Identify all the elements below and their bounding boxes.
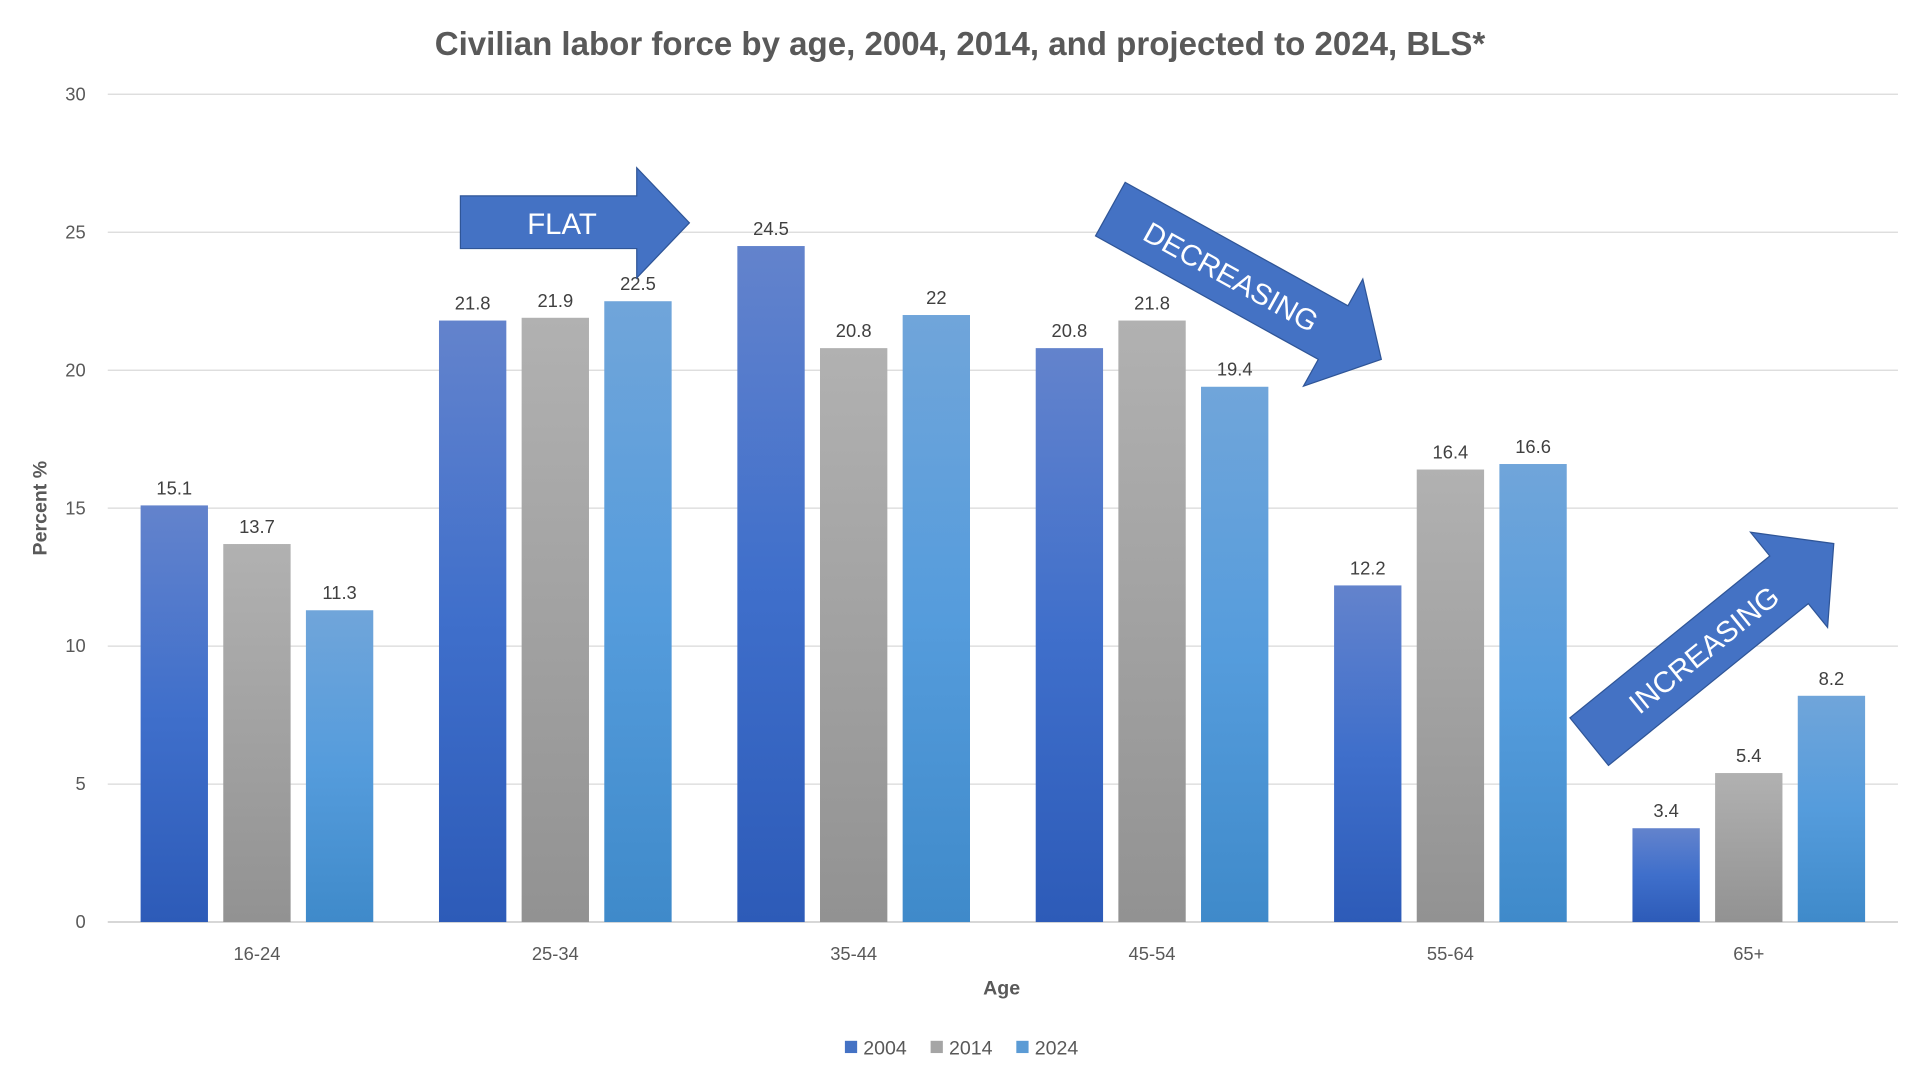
bar-2024-45-54	[1201, 386, 1269, 923]
bar-2014-25-34	[521, 317, 589, 923]
annotation-flat-arrow: FLAT	[459, 166, 691, 280]
bar-2024-65+	[1797, 695, 1866, 923]
data-label: 5.4	[1736, 745, 1762, 766]
y-tick-label: 0	[75, 911, 85, 932]
bars	[140, 246, 1866, 923]
y-tick-label: 20	[65, 359, 85, 380]
data-label: 19.4	[1217, 359, 1253, 380]
bar-2014-65+	[1715, 773, 1783, 923]
data-label: 21.8	[1134, 293, 1170, 314]
bar-2004-25-34	[438, 320, 507, 923]
data-label: 12.2	[1350, 557, 1386, 578]
annotation-flat-text: FLAT	[527, 208, 597, 241]
data-label: 8.2	[1819, 668, 1845, 689]
x-axis-label: Age	[983, 977, 1020, 999]
gridlines	[107, 93, 1898, 923]
annotation-increasing-text: INCREASING	[1623, 580, 1786, 721]
y-tick-label: 25	[65, 221, 85, 242]
y-axis-label: Percent %	[30, 461, 52, 556]
legend-swatch-2004	[844, 1040, 858, 1054]
data-label: 20.8	[1052, 320, 1088, 341]
bar-2024-25-34	[604, 301, 672, 923]
bar-2014-55-64	[1416, 469, 1485, 923]
bar-2004-65+	[1632, 828, 1700, 923]
chart-title: Civilian labor force by age, 2004, 2014,…	[435, 26, 1486, 63]
legend-swatch-2014	[930, 1040, 943, 1054]
legend-swatch-2024	[1016, 1040, 1029, 1054]
x-tick-label: 16-24	[233, 943, 280, 964]
bar-2014-16-24	[223, 544, 291, 923]
x-tick-label: 35-44	[830, 943, 877, 964]
y-axis-ticks: 0 5 10 15 20 25 30	[65, 83, 85, 932]
data-label: 20.8	[836, 320, 872, 341]
data-label: 24.5	[753, 218, 789, 239]
x-tick-label: 25-34	[532, 943, 579, 964]
x-tick-label: 55-64	[1427, 943, 1474, 964]
x-axis-ticks: 16-24 25-34 35-44 45-54 55-64 65+	[233, 943, 1764, 964]
bar-2024-35-44	[902, 315, 970, 923]
bar-2004-55-64	[1334, 585, 1402, 923]
data-label: 13.7	[239, 516, 275, 537]
data-label: 15.1	[156, 477, 192, 498]
bar-2024-16-24	[305, 610, 374, 923]
y-tick-label: 5	[75, 773, 85, 794]
legend-label-2004: 2004	[863, 1037, 907, 1059]
legend: 2004 2014 2024	[844, 1037, 1079, 1059]
data-labels: 15.1 13.7 11.3 21.8 21.9 22.5 24.5 20.8 22 20.8 21…	[156, 218, 1844, 821]
legend-label-2014: 2014	[949, 1037, 993, 1059]
x-tick-label: 65+	[1733, 943, 1764, 964]
data-label: 11.3	[322, 582, 356, 603]
bar-2004-35-44	[737, 246, 805, 923]
data-label: 21.8	[455, 293, 491, 314]
data-label: 3.4	[1653, 800, 1679, 821]
x-tick-label: 45-54	[1129, 943, 1176, 964]
data-label: 22.5	[620, 273, 656, 294]
y-tick-label: 10	[65, 635, 85, 656]
bar-2004-16-24	[140, 505, 208, 923]
bar-2014-45-54	[1118, 320, 1186, 923]
y-tick-label: 30	[65, 83, 85, 104]
data-label: 21.9	[537, 290, 573, 311]
y-tick-label: 15	[65, 497, 85, 518]
bar-2024-55-64	[1499, 464, 1567, 923]
bar-2004-45-54	[1035, 348, 1104, 923]
data-label: 16.4	[1433, 442, 1469, 463]
bar-2014-35-44	[820, 348, 888, 923]
data-label: 22	[926, 287, 946, 308]
data-label: 16.6	[1515, 436, 1551, 457]
legend-label-2024: 2024	[1035, 1037, 1079, 1059]
